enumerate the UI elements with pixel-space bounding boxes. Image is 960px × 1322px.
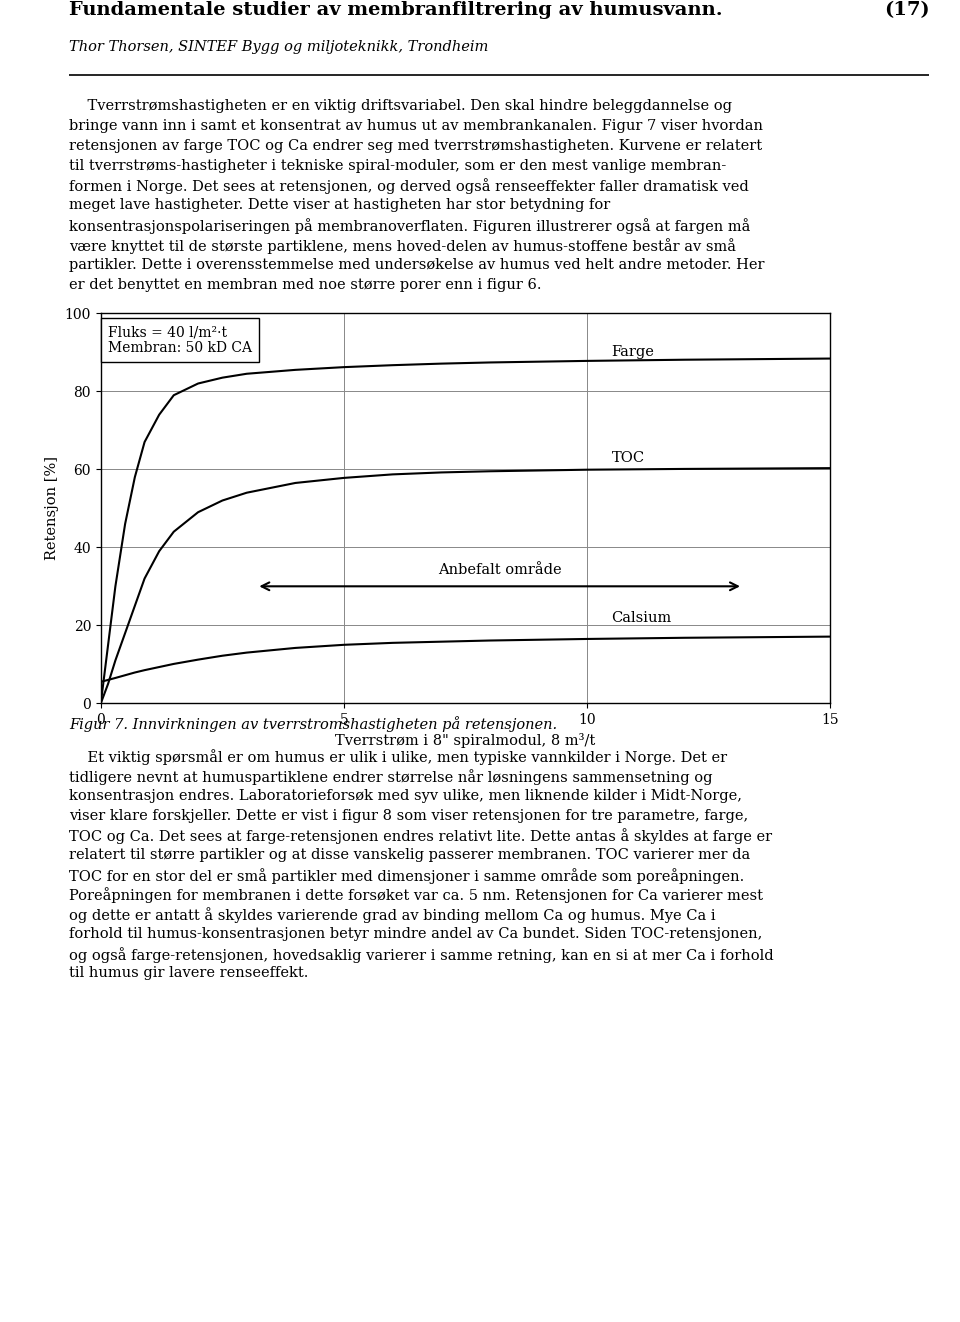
Text: er det benyttet en membran med noe større porer enn i figur 6.: er det benyttet en membran med noe størr… [69, 278, 541, 292]
Text: Anbefalt område: Anbefalt område [438, 563, 562, 576]
Text: bringe vann inn i samt et konsentrat av humus ut av membrankanalen. Figur 7 vise: bringe vann inn i samt et konsentrat av … [69, 119, 763, 134]
Text: til tverrstrøms-hastigheter i tekniske spiral-moduler, som er den mest vanlige m: til tverrstrøms-hastigheter i tekniske s… [69, 159, 727, 173]
Text: konsentrasjonspolariseringen på membranoverflaten. Figuren illustrerer også at f: konsentrasjonspolariseringen på membrano… [69, 218, 751, 234]
Text: forhold til humus-konsentrasjonen betyr mindre andel av Ca bundet. Siden TOC-ret: forhold til humus-konsentrasjonen betyr … [69, 927, 762, 941]
Text: meget lave hastigheter. Dette viser at hastigheten har stor betydning for: meget lave hastigheter. Dette viser at h… [69, 198, 611, 213]
Text: (17): (17) [883, 1, 929, 20]
Text: TOC for en stor del er små partikler med dimensjoner i samme område som poreåpni: TOC for en stor del er små partikler med… [69, 869, 744, 884]
Text: Tverrstrømshastigheten er en viktig driftsvariabel. Den skal hindre beleggdannel: Tverrstrømshastigheten er en viktig drif… [69, 99, 732, 114]
Text: Thor Thorsen, SINTEF Bygg og miljoteknikk, Trondheim: Thor Thorsen, SINTEF Bygg og miljoteknik… [69, 40, 489, 54]
Text: og dette er antatt å skyldes varierende grad av binding mellom Ca og humus. Mye : og dette er antatt å skyldes varierende … [69, 907, 716, 923]
Text: formen i Norge. Det sees at retensjonen, og derved også renseeffekter faller dra: formen i Norge. Det sees at retensjonen,… [69, 178, 749, 194]
Text: Poreåpningen for membranen i dette forsøket var ca. 5 nm. Retensjonen for Ca var: Poreåpningen for membranen i dette forsø… [69, 887, 763, 903]
Text: Figur 7. Innvirkningen av tverrstromshastigheten på retensjonen.: Figur 7. Innvirkningen av tverrstromshas… [69, 717, 557, 732]
Text: Fundamentale studier av membranfiltrering av humusvann.: Fundamentale studier av membranfiltrerin… [69, 1, 723, 20]
X-axis label: Tverrstrøm i 8" spiralmodul, 8 m³/t: Tverrstrøm i 8" spiralmodul, 8 m³/t [335, 732, 596, 747]
Text: tidligere nevnt at humuspartiklene endrer størrelse når løsningens sammensetning: tidligere nevnt at humuspartiklene endre… [69, 769, 712, 785]
Text: partikler. Dette i overensstemmelse med undersøkelse av humus ved helt andre met: partikler. Dette i overensstemmelse med … [69, 258, 764, 272]
Text: Et viktig spørsmål er om humus er ulik i ulike, men typiske vannkilder i Norge. : Et viktig spørsmål er om humus er ulik i… [69, 750, 728, 765]
Text: Farge: Farge [612, 345, 655, 360]
Text: retensjonen av farge TOC og Ca endrer seg med tverrstrømshastigheten. Kurvene er: retensjonen av farge TOC og Ca endrer se… [69, 139, 762, 153]
Text: TOC og Ca. Det sees at farge-retensjonen endres relativt lite. Dette antas å sky: TOC og Ca. Det sees at farge-retensjonen… [69, 829, 772, 845]
Text: viser klare forskjeller. Dette er vist i figur 8 som viser retensjonen for tre p: viser klare forskjeller. Dette er vist i… [69, 809, 749, 822]
Text: og også farge-retensjonen, hovedsaklig varierer i samme retning, kan en si at me: og også farge-retensjonen, hovedsaklig v… [69, 947, 774, 962]
Text: konsentrasjon endres. Laboratorieforsøk med syv ulike, men liknende kilder i Mid: konsentrasjon endres. Laboratorieforsøk … [69, 789, 742, 802]
Text: være knyttet til de største partiklene, mens hoved-delen av humus-stoffene bestå: være knyttet til de største partiklene, … [69, 238, 736, 254]
Text: Fluks = 40 l/m²·t
Membran: 50 kD CA: Fluks = 40 l/m²·t Membran: 50 kD CA [108, 325, 252, 356]
Text: relatert til større partikler og at disse vanskelig passerer membranen. TOC vari: relatert til større partikler og at diss… [69, 849, 751, 862]
Text: Calsium: Calsium [612, 611, 672, 624]
Y-axis label: Retensjon [%]: Retensjon [%] [45, 456, 60, 561]
Text: til humus gir lavere renseeffekt.: til humus gir lavere renseeffekt. [69, 966, 308, 981]
Text: TOC: TOC [612, 451, 645, 464]
